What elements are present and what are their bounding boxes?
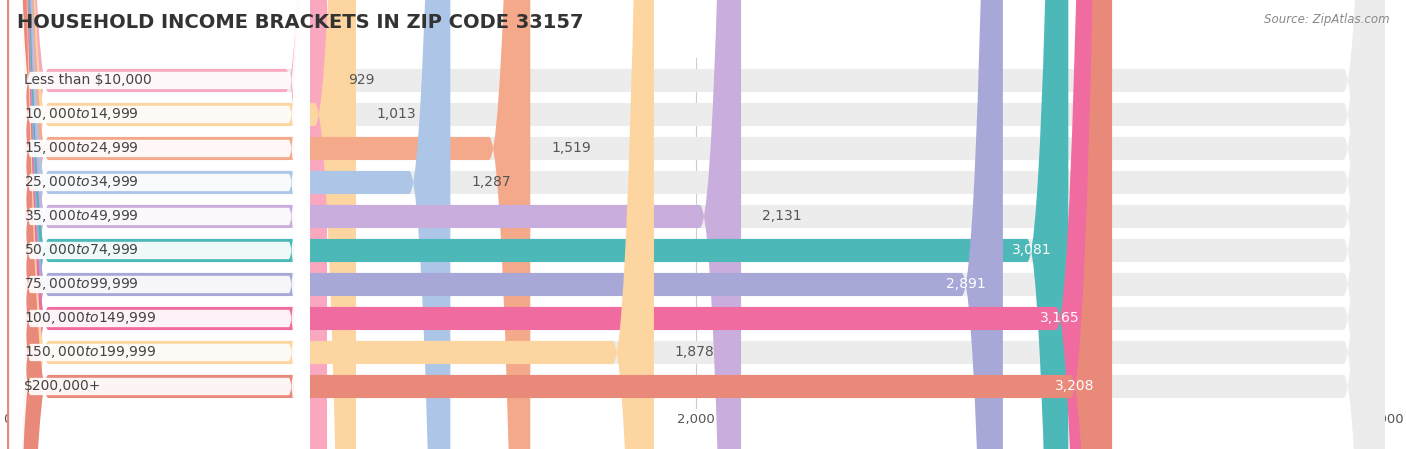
Text: Less than $10,000: Less than $10,000 bbox=[24, 74, 152, 88]
FancyBboxPatch shape bbox=[7, 0, 1385, 449]
Text: $15,000 to $24,999: $15,000 to $24,999 bbox=[24, 141, 139, 156]
FancyBboxPatch shape bbox=[7, 0, 1385, 449]
Text: 3,208: 3,208 bbox=[1056, 379, 1095, 393]
FancyBboxPatch shape bbox=[7, 0, 1385, 449]
FancyBboxPatch shape bbox=[10, 0, 309, 449]
FancyBboxPatch shape bbox=[7, 0, 1385, 449]
FancyBboxPatch shape bbox=[7, 0, 1385, 449]
FancyBboxPatch shape bbox=[7, 0, 1097, 449]
Text: $25,000 to $34,999: $25,000 to $34,999 bbox=[24, 175, 139, 190]
FancyBboxPatch shape bbox=[7, 0, 1385, 449]
FancyBboxPatch shape bbox=[10, 0, 309, 449]
FancyBboxPatch shape bbox=[7, 0, 1385, 449]
FancyBboxPatch shape bbox=[7, 0, 1069, 449]
Text: 929: 929 bbox=[347, 74, 374, 88]
FancyBboxPatch shape bbox=[10, 0, 309, 449]
Text: 2,131: 2,131 bbox=[762, 210, 801, 224]
Text: $50,000 to $74,999: $50,000 to $74,999 bbox=[24, 242, 139, 259]
Text: $35,000 to $49,999: $35,000 to $49,999 bbox=[24, 208, 139, 224]
Text: $10,000 to $14,999: $10,000 to $14,999 bbox=[24, 106, 139, 123]
FancyBboxPatch shape bbox=[7, 0, 450, 449]
Text: 1,013: 1,013 bbox=[377, 107, 416, 122]
FancyBboxPatch shape bbox=[7, 0, 1112, 449]
Text: $150,000 to $199,999: $150,000 to $199,999 bbox=[24, 344, 156, 361]
FancyBboxPatch shape bbox=[7, 0, 1385, 449]
FancyBboxPatch shape bbox=[10, 0, 309, 449]
Text: HOUSEHOLD INCOME BRACKETS IN ZIP CODE 33157: HOUSEHOLD INCOME BRACKETS IN ZIP CODE 33… bbox=[17, 13, 583, 32]
FancyBboxPatch shape bbox=[7, 0, 530, 449]
Text: 3,081: 3,081 bbox=[1011, 243, 1052, 257]
FancyBboxPatch shape bbox=[10, 0, 309, 449]
Text: $200,000+: $200,000+ bbox=[24, 379, 101, 393]
FancyBboxPatch shape bbox=[7, 0, 328, 449]
FancyBboxPatch shape bbox=[7, 0, 654, 449]
FancyBboxPatch shape bbox=[7, 0, 356, 449]
FancyBboxPatch shape bbox=[10, 0, 309, 449]
Text: 3,165: 3,165 bbox=[1040, 312, 1080, 326]
FancyBboxPatch shape bbox=[10, 0, 309, 449]
Text: 2,891: 2,891 bbox=[946, 277, 986, 291]
Text: 1,519: 1,519 bbox=[551, 141, 591, 155]
FancyBboxPatch shape bbox=[7, 0, 1002, 449]
FancyBboxPatch shape bbox=[10, 0, 309, 449]
Text: 1,878: 1,878 bbox=[675, 345, 714, 360]
FancyBboxPatch shape bbox=[7, 0, 1385, 449]
FancyBboxPatch shape bbox=[10, 0, 309, 449]
Text: Source: ZipAtlas.com: Source: ZipAtlas.com bbox=[1264, 13, 1389, 26]
Text: $100,000 to $149,999: $100,000 to $149,999 bbox=[24, 311, 156, 326]
FancyBboxPatch shape bbox=[10, 0, 309, 449]
FancyBboxPatch shape bbox=[7, 0, 1385, 449]
Text: $75,000 to $99,999: $75,000 to $99,999 bbox=[24, 277, 139, 292]
Text: 1,287: 1,287 bbox=[471, 176, 510, 189]
FancyBboxPatch shape bbox=[7, 0, 741, 449]
